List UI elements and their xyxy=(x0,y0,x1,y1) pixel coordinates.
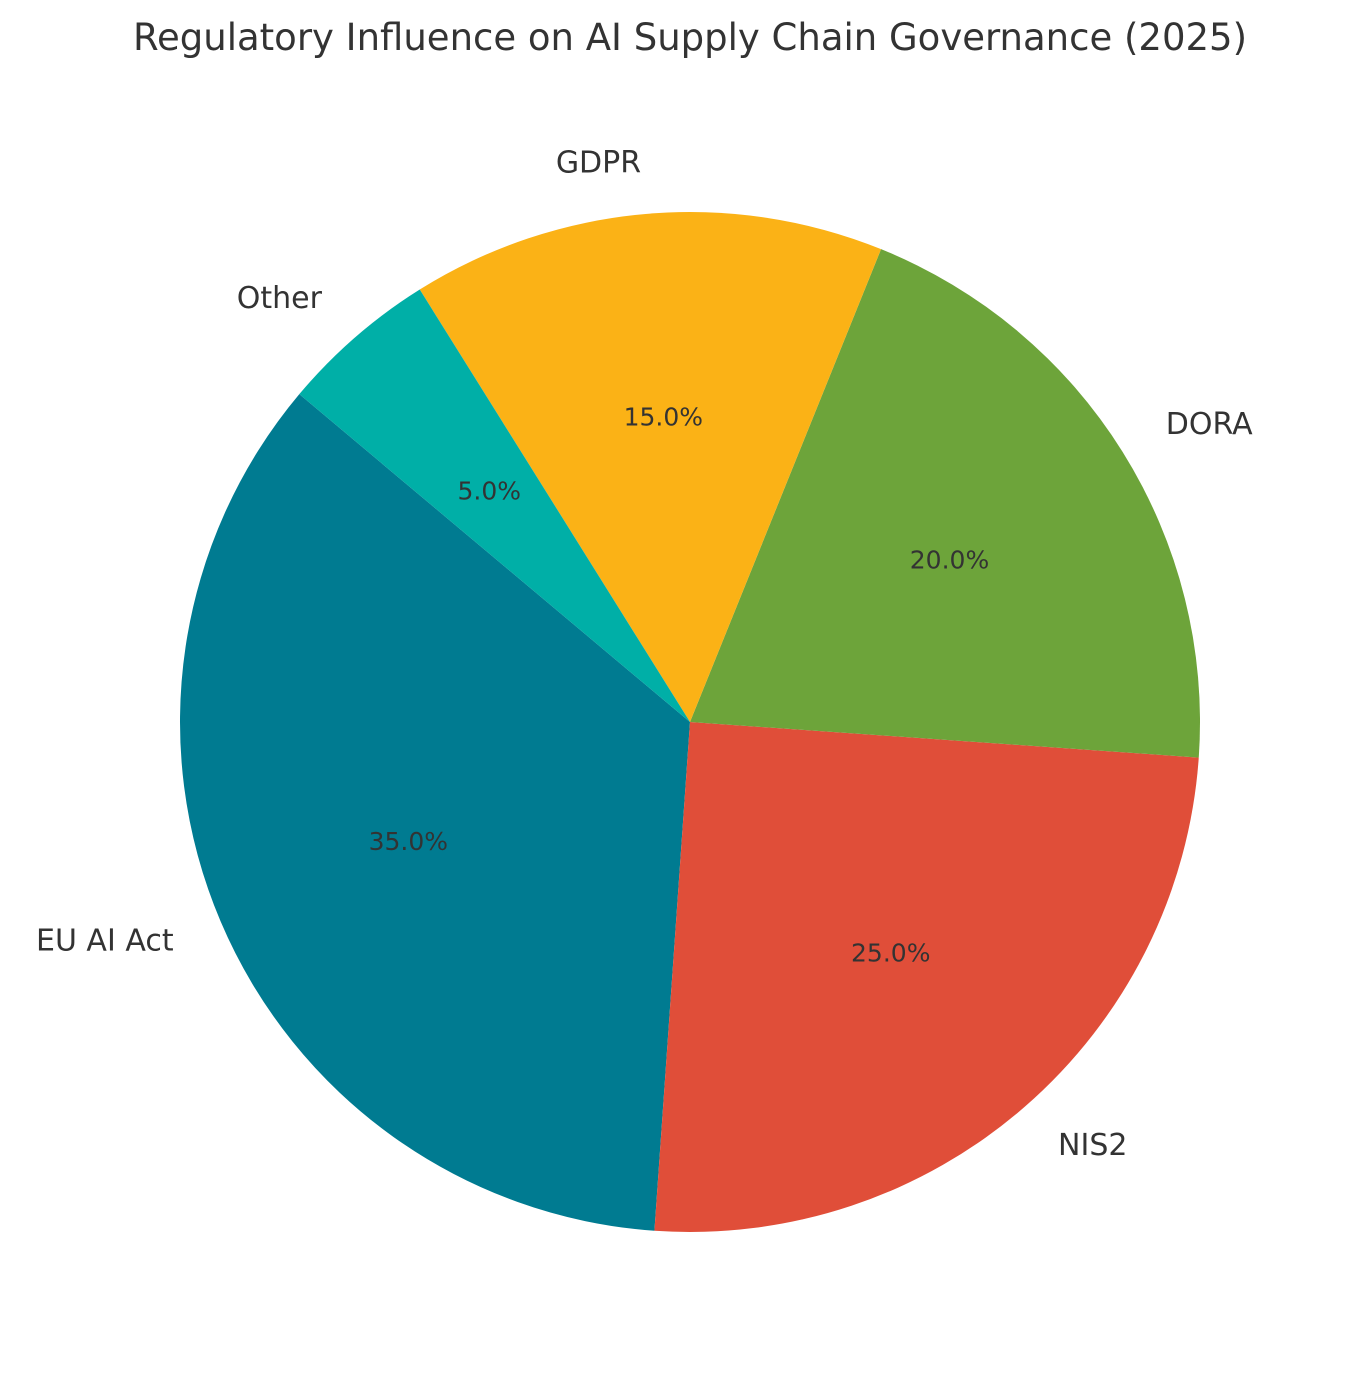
pie-slices xyxy=(180,212,1201,1233)
slice-pct-eu-ai-act: 35.0% xyxy=(369,827,448,856)
slice-pct-gdpr: 15.0% xyxy=(624,403,703,432)
slice-label-nis2: NIS2 xyxy=(1058,1128,1127,1163)
pie-slice-gdpr xyxy=(419,212,882,722)
pie-labels: EU AI Act 35.0% NIS2 25.0% DORA 20.0% GDPR 15.0… xyxy=(36,146,1253,1163)
slice-label-eu-ai-act: EU AI Act xyxy=(36,924,174,959)
pie-slice-eu-ai-act xyxy=(180,394,690,1231)
pie-slice-nis2 xyxy=(654,722,1199,1233)
pie-slice-dora xyxy=(690,249,1201,758)
slice-pct-dora: 20.0% xyxy=(910,545,989,574)
pie-slice-other xyxy=(299,289,690,722)
slice-label-dora: DORA xyxy=(1166,407,1253,442)
chart-title: Regulatory Influence on AI Supply Chain … xyxy=(133,16,1247,59)
slice-pct-nis2: 25.0% xyxy=(851,938,930,967)
slice-pct-other: 5.0% xyxy=(457,477,521,506)
slice-label-other: Other xyxy=(237,281,323,316)
slice-label-gdpr: GDPR xyxy=(556,146,641,181)
